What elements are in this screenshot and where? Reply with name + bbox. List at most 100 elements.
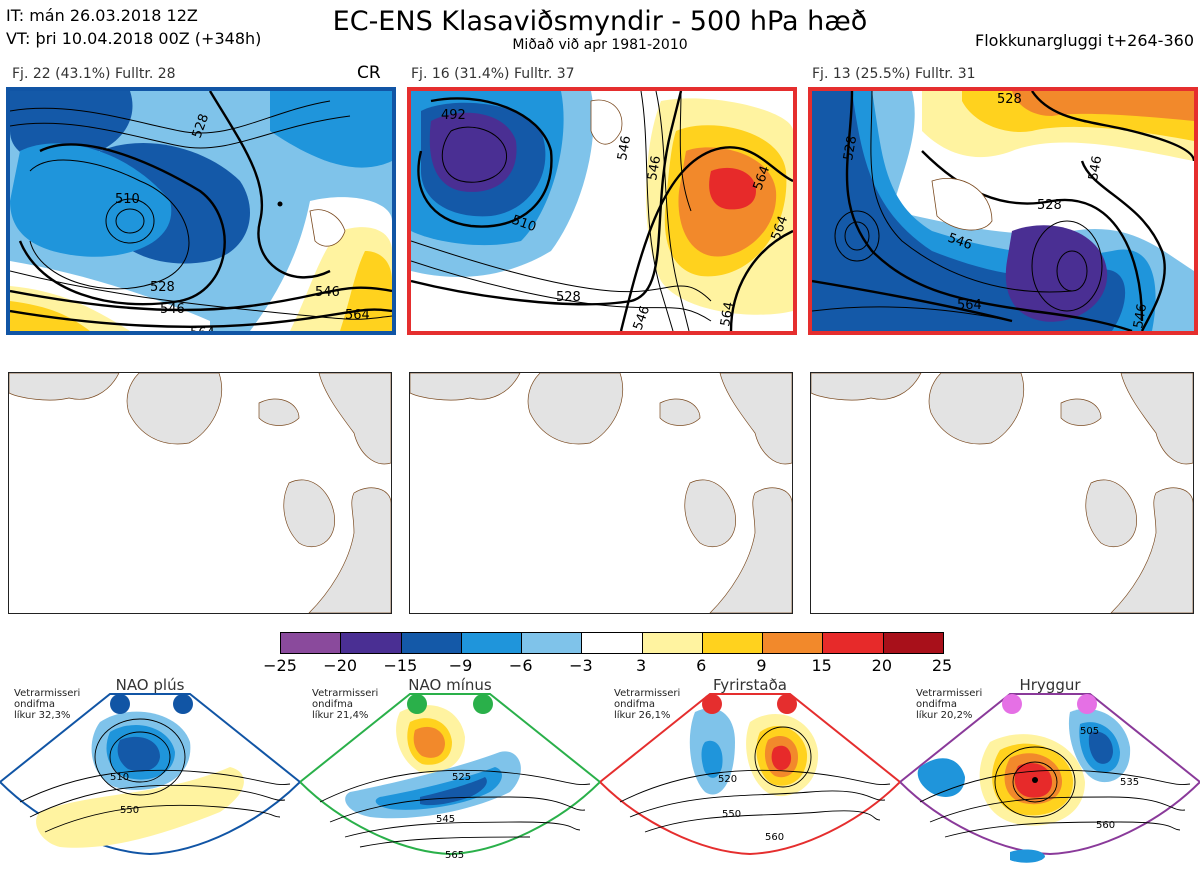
contour-label: 528	[841, 135, 860, 162]
regime-marker-icon	[1077, 694, 1097, 714]
regime-label: 545	[436, 814, 455, 825]
regime-note: Vetrarmisseri ondifma líkur 32,3%	[14, 688, 80, 721]
regime-ridge: 505 535 560 Hryggur Vetrarmisseri ondifm…	[900, 672, 1200, 871]
regime-title: Hryggur	[1019, 676, 1081, 694]
regime-label: 550	[120, 805, 139, 816]
colorbar-swatch	[401, 633, 462, 653]
panel-2-label: Fj. 16 (31.4%) Fulltr. 37	[411, 66, 575, 82]
page-subtitle: Miðað við apr 1981-2010	[512, 37, 688, 53]
blank-map-1	[8, 372, 392, 614]
blank-map-2-land	[410, 373, 792, 613]
blank-map-1-land	[9, 373, 391, 613]
contour-label: 528	[997, 92, 1022, 107]
regime-marker-icon	[173, 694, 193, 714]
regime-note-line: Vetrarmisseri	[14, 688, 81, 699]
clustering-window: Flokkunargluggi t+264-360	[975, 31, 1194, 50]
regime-note-line: líkur 21,4%	[312, 710, 369, 721]
regime-note-line: ondifma	[14, 699, 55, 710]
colorbar-swatch	[341, 633, 402, 653]
colorbar-swatch	[522, 633, 583, 653]
regime-nao-plus-map: 510 550	[0, 693, 300, 856]
regime-label: 535	[1120, 777, 1139, 788]
regime-nao-minus: 525 545 565 NAO mínus Vetrarmisseri ondi…	[300, 672, 600, 871]
regime-note-line: ondifma	[312, 699, 353, 710]
colorbar-tick-label: −25	[263, 656, 297, 675]
panel-3-label: Fj. 13 (25.5%) Fulltr. 31	[812, 66, 976, 82]
regime-nao-minus-map: 525 545 565	[300, 693, 600, 861]
cluster-map-1: 510 528 528 546 546 564 564	[6, 87, 396, 335]
regime-nao-plus: 510 550 NAO plús Vetrarmisseri ondifma l…	[0, 672, 300, 871]
regime-note: Vetrarmisseri ondifma líkur 26,1%	[614, 688, 680, 721]
colorbar-swatch	[883, 633, 943, 653]
contour-label: 564	[718, 301, 737, 328]
blank-map-3-land	[811, 373, 1193, 613]
colorbar-tick-label: −9	[448, 656, 473, 675]
init-time: IT: mán 26.03.2018 12Z	[6, 6, 198, 25]
blank-map-2	[409, 372, 793, 614]
colorbar-swatch	[281, 633, 342, 653]
contour-label: 546	[615, 135, 634, 162]
contour-label: 528	[150, 280, 175, 295]
contour-label: 528	[556, 290, 581, 305]
panel-1-tag: CR	[357, 63, 381, 83]
regime-title: NAO mínus	[408, 676, 492, 694]
colorbar-tick-label: 6	[696, 656, 707, 675]
regime-note-line: líkur 20,2%	[916, 710, 973, 721]
contour-label: 564	[190, 326, 215, 331]
regime-note-line: Vetrarmisseri	[916, 688, 983, 699]
contour-label: 546	[631, 304, 654, 331]
regime-marker-icon	[777, 694, 797, 714]
colorbar-swatch	[461, 633, 523, 653]
contour-label: 546	[1131, 303, 1150, 330]
regime-note-line: líkur 32,3%	[14, 710, 71, 721]
regime-marker-icon	[407, 694, 427, 714]
blank-map-3	[810, 372, 1194, 614]
regime-label: 560	[1096, 820, 1115, 831]
colorbar-swatch	[582, 633, 643, 653]
regime-note-line: Vetrarmisseri	[614, 688, 681, 699]
regime-marker-icon	[702, 694, 722, 714]
colorbar-tick-label: 25	[931, 656, 953, 675]
contour-label: 510	[115, 192, 140, 207]
colorbar-tick-label: −20	[323, 656, 358, 675]
valid-time: VT: þri 10.04.2018 00Z (+348h)	[6, 29, 262, 48]
regime-label: 565	[445, 850, 464, 861]
colorbar	[280, 632, 944, 654]
contour-label: 492	[441, 108, 466, 123]
cluster-map-3-plot: 528 528 546 528 546 564 546	[812, 91, 1194, 331]
colorbar-swatch	[823, 633, 884, 653]
regime-marker-icon	[1002, 694, 1022, 714]
regime-label: 510	[110, 772, 129, 783]
contour-label: 546	[1086, 155, 1105, 182]
colorbar-tick-label: −3	[569, 656, 593, 675]
regime-label: 550	[722, 809, 741, 820]
regime-marker-icon	[110, 694, 130, 714]
regime-ridge-map: 505 535 560	[900, 693, 1200, 863]
colorbar-tick-label: −15	[383, 656, 418, 675]
regime-note-line: ondifma	[916, 699, 957, 710]
contour-label: 546	[160, 302, 185, 317]
regime-label: 505	[1080, 726, 1099, 737]
contour-label: 564	[957, 298, 982, 313]
regime-label: 560	[765, 832, 784, 843]
colorbar-tick-label: 15	[811, 656, 832, 675]
colorbar-swatch	[702, 633, 764, 653]
contour-label: 528	[1037, 198, 1062, 213]
regime-note-line: ondifma	[614, 699, 655, 710]
colorbar-tick-label: 20	[871, 656, 892, 675]
contour-label: 546	[315, 285, 340, 300]
page-title: EC-ENS Klasaviðsmyndir - 500 hPa hæð	[332, 6, 868, 37]
regime-note-line: líkur 26,1%	[614, 710, 671, 721]
regime-note: Vetrarmisseri ondifma líkur 21,4%	[312, 688, 378, 721]
regime-title: Fyrirstaða	[713, 676, 787, 694]
regime-blocking: 520 550 560 Fyrirstaða Vetrarmisseri ond…	[600, 672, 900, 871]
contour-label: 546	[645, 155, 664, 182]
colorbar-tick-label: 3	[635, 656, 647, 675]
cluster-map-3: 528 528 546 528 546 564 546	[808, 87, 1198, 335]
regime-blocking-map: 520 550 560	[600, 693, 900, 856]
colorbar-swatch	[642, 633, 703, 653]
colorbar-tick-label: 9	[756, 656, 767, 675]
cluster-map-1-plot: 510 528 528 546 546 564 564	[10, 91, 392, 331]
regime-note-line: Vetrarmisseri	[312, 688, 379, 699]
regime-marker-icon	[473, 694, 493, 714]
